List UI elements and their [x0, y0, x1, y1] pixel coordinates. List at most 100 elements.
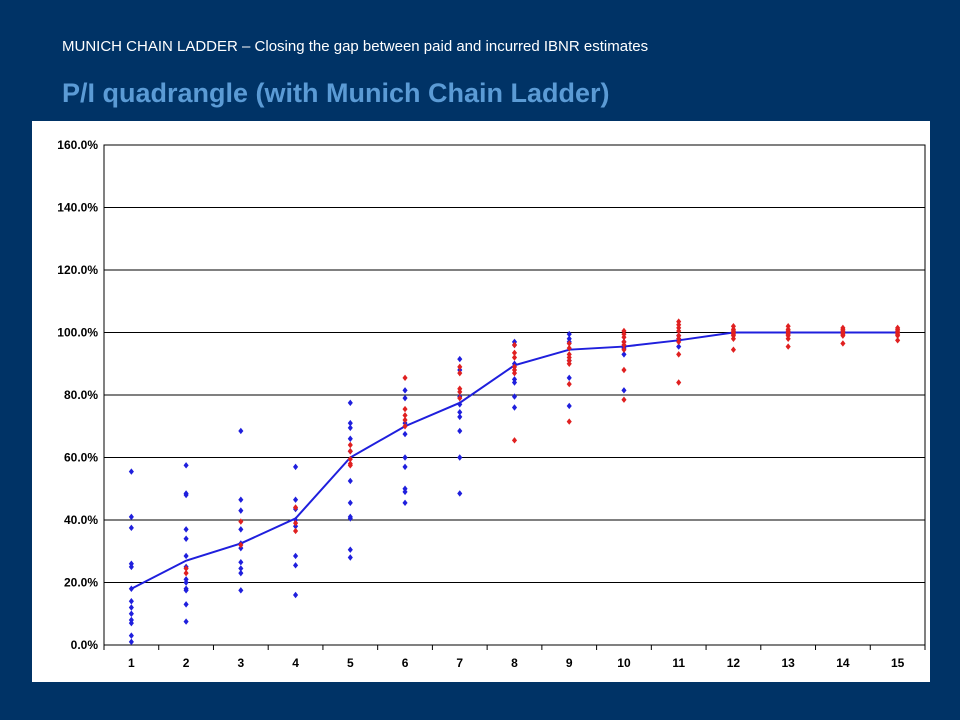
data-point	[457, 413, 463, 421]
data-point	[293, 504, 299, 511]
data-point	[402, 394, 408, 402]
data-point	[347, 477, 353, 485]
y-tick-label: 20.0%	[64, 576, 98, 590]
data-point	[566, 360, 572, 367]
data-point	[347, 448, 353, 455]
data-point	[347, 455, 353, 463]
data-point	[183, 569, 189, 577]
data-point	[238, 518, 244, 525]
data-point	[457, 394, 463, 402]
data-point	[511, 404, 518, 411]
data-point	[457, 427, 463, 435]
data-point	[183, 462, 189, 469]
data-point	[347, 515, 353, 522]
data-point	[402, 488, 408, 496]
data-point	[621, 351, 627, 358]
data-point	[785, 343, 791, 350]
data-point	[566, 418, 572, 425]
data-point	[457, 363, 463, 371]
data-point	[566, 344, 572, 352]
x-tick-label: 15	[891, 656, 905, 670]
y-tick-label: 160.0%	[57, 138, 98, 152]
data-point	[676, 379, 682, 386]
data-point	[457, 490, 463, 497]
data-point	[238, 569, 244, 577]
data-point	[511, 437, 518, 444]
x-tick-label: 1	[128, 656, 135, 670]
data-point	[785, 335, 791, 342]
data-point	[511, 369, 518, 377]
y-tick-label: 60.0%	[64, 451, 98, 465]
data-point	[402, 463, 408, 471]
data-point	[347, 424, 353, 432]
data-point	[347, 419, 353, 427]
data-point	[402, 412, 408, 419]
data-point	[183, 535, 189, 542]
data-point	[238, 427, 244, 435]
data-point	[621, 366, 627, 374]
y-tick-label: 0.0%	[71, 638, 99, 652]
x-tick-label: 4	[292, 656, 299, 670]
y-tick-label: 40.0%	[64, 513, 98, 527]
data-point	[402, 454, 408, 461]
data-point	[293, 552, 299, 560]
data-point	[457, 355, 463, 363]
data-point	[566, 330, 572, 338]
data-point	[730, 335, 736, 342]
data-point	[402, 499, 408, 507]
y-tick-label: 140.0%	[57, 201, 98, 215]
x-tick-label: 3	[237, 656, 244, 670]
data-point	[128, 632, 134, 639]
data-point	[566, 402, 572, 410]
plot-area	[103, 144, 926, 646]
y-tick-label: 100.0%	[57, 326, 98, 340]
data-point	[347, 435, 353, 442]
data-point	[621, 341, 627, 349]
x-tick-label: 11	[672, 656, 685, 670]
data-point	[293, 527, 299, 535]
data-point	[183, 552, 189, 560]
x-tick-label: 9	[566, 656, 573, 670]
x-tick-label: 6	[402, 656, 409, 670]
data-point	[238, 587, 244, 594]
data-point	[128, 585, 134, 592]
data-point	[128, 468, 134, 475]
data-point	[183, 601, 189, 608]
data-point	[621, 387, 627, 394]
data-point	[293, 463, 299, 471]
data-point	[183, 587, 189, 594]
x-tick-label: 12	[727, 656, 741, 670]
data-point	[402, 405, 408, 413]
y-tick-label: 120.0%	[57, 263, 98, 277]
data-point	[347, 462, 353, 469]
x-tick-label: 14	[836, 656, 850, 670]
data-point	[840, 340, 846, 347]
data-point	[511, 349, 518, 357]
data-point	[293, 591, 299, 599]
data-point	[183, 579, 189, 586]
x-tick-label: 10	[617, 656, 631, 670]
data-point	[457, 388, 463, 396]
data-point	[183, 618, 189, 625]
data-point	[128, 610, 134, 617]
data-point	[183, 565, 189, 572]
data-point	[511, 341, 518, 349]
data-point	[566, 380, 572, 388]
data-point	[128, 598, 134, 605]
data-point	[402, 374, 408, 382]
data-point	[511, 393, 518, 400]
data-point	[293, 496, 299, 503]
data-point	[621, 396, 627, 403]
data-point	[402, 387, 408, 394]
chart-panel: 0.0% 20.0% 40.0% 60.0% 80.0% 100.0% 120.0% 140.…	[32, 121, 930, 682]
data-point	[402, 423, 408, 430]
data-point	[676, 338, 682, 346]
data-point	[128, 513, 134, 521]
data-point	[347, 546, 353, 553]
data-point	[457, 408, 463, 416]
page-title: P/I quadrangle (with Munich Chain Ladder…	[62, 78, 610, 108]
data-point	[128, 524, 134, 532]
header-subtitle: MUNICH CHAIN LADDER – Closing the gap be…	[62, 38, 649, 55]
data-point	[128, 638, 134, 646]
data-point	[621, 333, 627, 341]
